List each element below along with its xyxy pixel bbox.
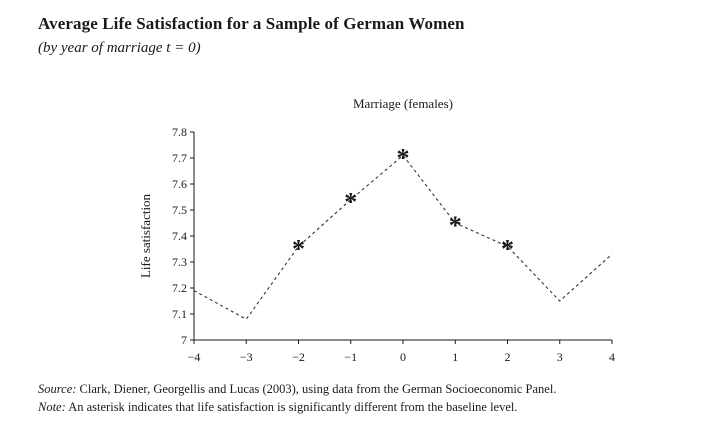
note-text: An asterisk indicates that life satisfac… (65, 400, 518, 414)
y-axis-label: Life satisfaction (138, 193, 153, 278)
y-tick-label: 7.2 (172, 281, 187, 295)
x-tick-label: 4 (609, 350, 615, 364)
y-tick-label: 7.6 (172, 177, 187, 191)
series-group: * * * * * (193, 143, 613, 320)
source-line: Source: Clark, Diener, Georgellis and Lu… (38, 380, 708, 398)
figure-title: Average Life Satisfaction for a Sample o… (38, 14, 465, 33)
significance-marker: * (292, 234, 305, 263)
significance-marker: * (449, 211, 462, 240)
x-tick-label: 1 (452, 350, 458, 364)
significance-marker: * (501, 234, 514, 263)
y-tick-label: 7.5 (172, 203, 187, 217)
figure-notes: Source: Clark, Diener, Georgellis and Lu… (38, 380, 708, 416)
significance-marker: * (397, 143, 410, 172)
chart-panel-title: Marriage (females) (353, 96, 453, 111)
source-lead: Source: (38, 382, 77, 396)
significance-marker: * (344, 188, 357, 217)
x-tick-label: 0 (400, 350, 406, 364)
y-tick-label: 7.7 (172, 151, 187, 165)
y-tick-label: 7.8 (172, 125, 187, 139)
x-tick-label: −3 (240, 350, 253, 364)
x-tick-label: −4 (188, 350, 201, 364)
x-tick-label: 3 (557, 350, 563, 364)
x-tick-label: 2 (505, 350, 511, 364)
figure-subtitle: (by year of marriage t = 0) (38, 40, 201, 56)
x-tick-label: −1 (344, 350, 357, 364)
y-tick-label: 7.1 (172, 307, 187, 321)
source-text: Clark, Diener, Georgellis and Lucas (200… (76, 382, 557, 396)
axes: 7 7.1 7.2 7.3 7.4 7.5 7.6 7.7 7.8 −4 −3 −2 −1 0 1 2 3 4 (172, 125, 615, 364)
y-tick-label: 7 (181, 333, 187, 347)
series-line (193, 154, 613, 320)
note-lead: Note: (38, 400, 66, 414)
y-tick-label: 7.4 (172, 229, 187, 243)
note-line: Note: An asterisk indicates that life sa… (38, 398, 708, 416)
y-tick-label: 7.3 (172, 255, 187, 269)
x-tick-label: −2 (292, 350, 305, 364)
